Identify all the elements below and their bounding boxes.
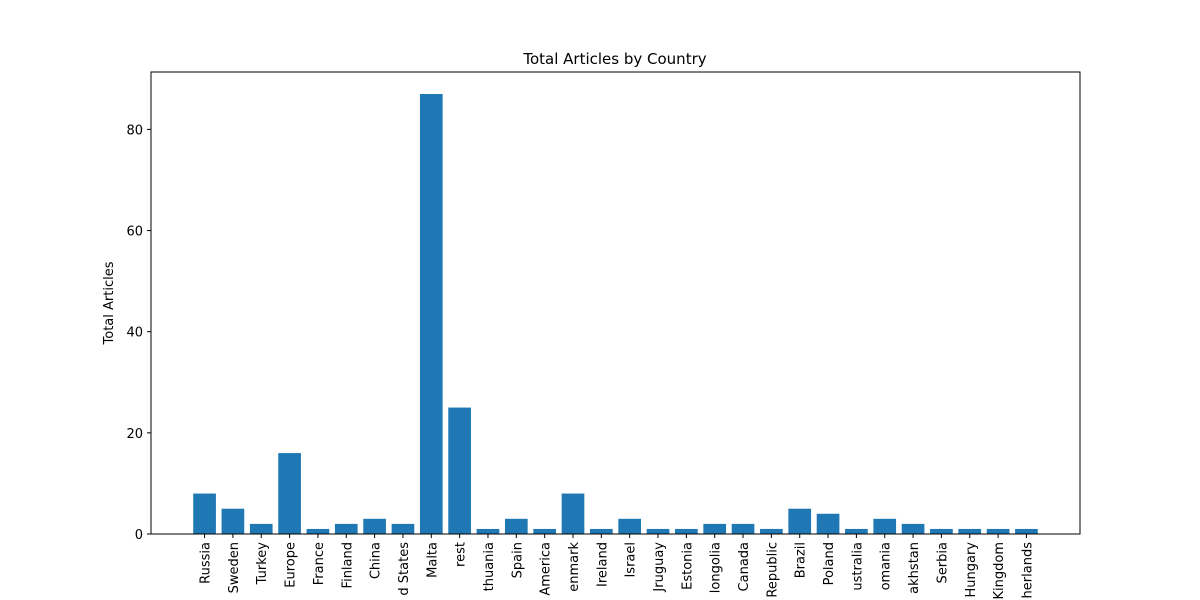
x-tick-label: akhstan xyxy=(907,542,922,594)
bar xyxy=(873,518,897,534)
x-tick-label: longolia xyxy=(709,542,724,593)
bar xyxy=(448,407,471,534)
x-tick-label: Hungary xyxy=(964,542,979,598)
y-tick-label: 40 xyxy=(126,326,143,341)
x-tick-label: Russia xyxy=(199,542,214,584)
bar xyxy=(760,528,783,534)
y-tick-label: 0 xyxy=(135,528,143,543)
bar xyxy=(221,508,245,534)
y-tick-label: 20 xyxy=(126,427,143,442)
bar xyxy=(845,528,868,534)
bar xyxy=(278,453,301,534)
bar xyxy=(986,528,1010,534)
chart-title: Total Articles by Country xyxy=(522,50,706,68)
x-tick-label: Finland xyxy=(340,542,355,588)
x-tick-label: herlands xyxy=(1020,542,1035,599)
x-tick-label: Ireland xyxy=(595,542,610,587)
bar xyxy=(901,523,925,534)
bar xyxy=(249,523,273,534)
x-tick-label: Canada xyxy=(737,542,752,591)
bar xyxy=(334,523,358,534)
bar xyxy=(363,518,386,534)
y-tick-label: 80 xyxy=(126,123,143,138)
x-tick-label: Sweden xyxy=(227,542,242,593)
x-tick-label: Kingdom xyxy=(992,542,1007,600)
x-tick-label: China xyxy=(369,542,384,579)
x-tick-label: Serbia xyxy=(935,542,950,583)
x-tick-label: Europe xyxy=(284,542,299,588)
x-tick-label: Poland xyxy=(822,542,837,585)
bar xyxy=(816,513,840,534)
x-tick-label: America xyxy=(539,542,554,596)
bar xyxy=(930,528,953,534)
bar xyxy=(561,493,585,534)
bar xyxy=(533,528,556,534)
x-tick-label: ustralia xyxy=(850,542,865,591)
x-tick-label: Jruguay xyxy=(652,542,667,593)
bar xyxy=(193,493,216,534)
x-tick-label: Spain xyxy=(510,542,525,578)
y-tick-label: 60 xyxy=(126,225,143,240)
bar xyxy=(419,94,443,534)
bar xyxy=(618,518,642,534)
x-tick-label: rest xyxy=(454,542,469,567)
bar xyxy=(476,528,500,534)
bar xyxy=(703,523,727,534)
bar xyxy=(306,528,330,534)
bar xyxy=(646,528,670,534)
x-tick-label: d States xyxy=(397,542,412,596)
bar xyxy=(391,523,415,534)
y-axis-label: Total Articles xyxy=(102,261,117,345)
x-tick-label: Israel xyxy=(624,542,639,578)
plot-frame xyxy=(150,71,1081,535)
x-tick-label: enmark xyxy=(567,542,582,592)
bar xyxy=(504,518,528,534)
x-tick-label: Estonia xyxy=(680,542,695,590)
x-tick-label: Turkey xyxy=(255,542,270,586)
x-tick-label: omania xyxy=(879,542,894,590)
x-tick-label: France xyxy=(312,542,327,585)
bar xyxy=(675,528,698,534)
bar xyxy=(788,508,812,534)
bar xyxy=(731,523,755,534)
bar xyxy=(1015,528,1038,534)
bar xyxy=(958,528,982,534)
bar xyxy=(589,528,613,534)
x-tick-label: Malta xyxy=(425,542,440,578)
x-tick-label: Brazil xyxy=(794,542,809,578)
x-tick-label: thuania xyxy=(482,542,497,591)
x-tick-label: Republic xyxy=(765,542,780,598)
